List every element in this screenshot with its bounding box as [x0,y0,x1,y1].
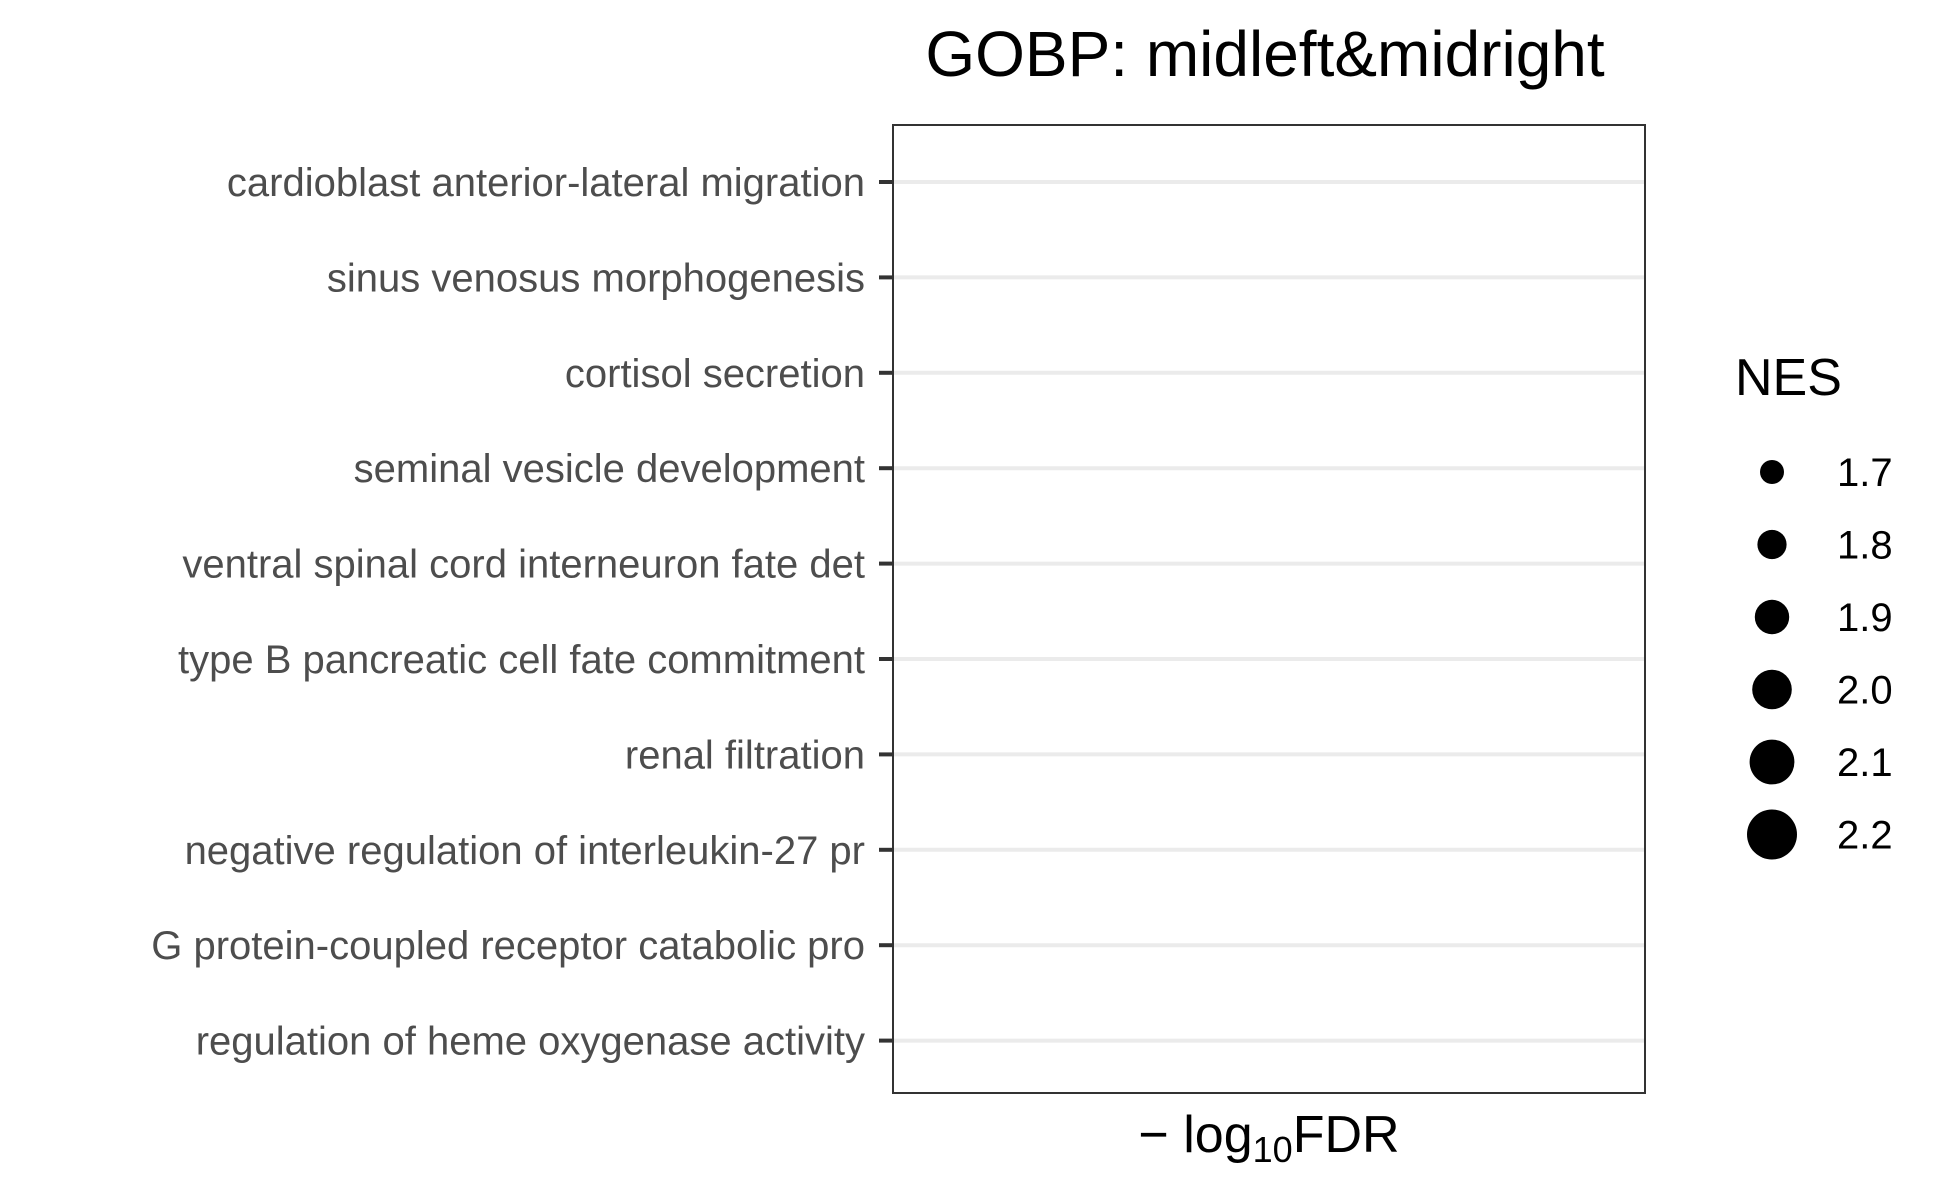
legend: 1.7 1.8 1.9 2.0 2.1 2.2 [1747,451,1893,860]
x-axis-label-prefix: − log [1138,1106,1252,1164]
legend-title: NES [1735,349,1842,407]
legend-key-circle [1747,809,1797,860]
legend-key-circle [1749,739,1795,785]
legend-label: 1.7 [1837,451,1893,495]
y-tick-label: cardioblast anterior-lateral migration [227,161,865,205]
chart-title: GOBP: midleft&midright [925,18,1605,90]
legend-label: 2.1 [1837,741,1893,785]
y-axis: cardioblast anterior-lateral migration si… [151,161,893,1064]
y-tick-label: G protein-coupled receptor catabolic pro [151,924,865,968]
grid-lines [893,180,1645,1043]
legend-key-circle [1757,529,1787,560]
y-tick-label: sinus venosus morphogenesis [327,256,865,300]
legend-label: 2.0 [1837,669,1893,713]
x-axis-label: − log10FDR [1138,1106,1399,1170]
legend-key-circle [1752,669,1792,710]
y-tick-label: cortisol secretion [565,352,865,396]
legend-key-circle [1754,599,1790,635]
legend-label: 1.9 [1837,596,1893,640]
y-tick-label: ventral spinal cord interneuron fate det [182,543,865,587]
y-tick-label: negative regulation of interleukin-27 pr [185,829,865,873]
legend-key-circle [1760,460,1784,484]
y-tick-label: regulation of heme oxygenase activity [196,1020,865,1064]
x-axis-label-subscript: 10 [1253,1129,1293,1170]
y-tick-label: seminal vesicle development [354,447,865,491]
legend-label: 1.8 [1837,524,1893,568]
legend-label: 2.2 [1837,814,1893,858]
x-axis-label-suffix: FDR [1293,1106,1400,1164]
plot-panel-border [892,124,1646,1094]
y-tick-label: renal filtration [625,733,865,777]
y-tick-label: type B pancreatic cell fate commitment [178,638,865,682]
